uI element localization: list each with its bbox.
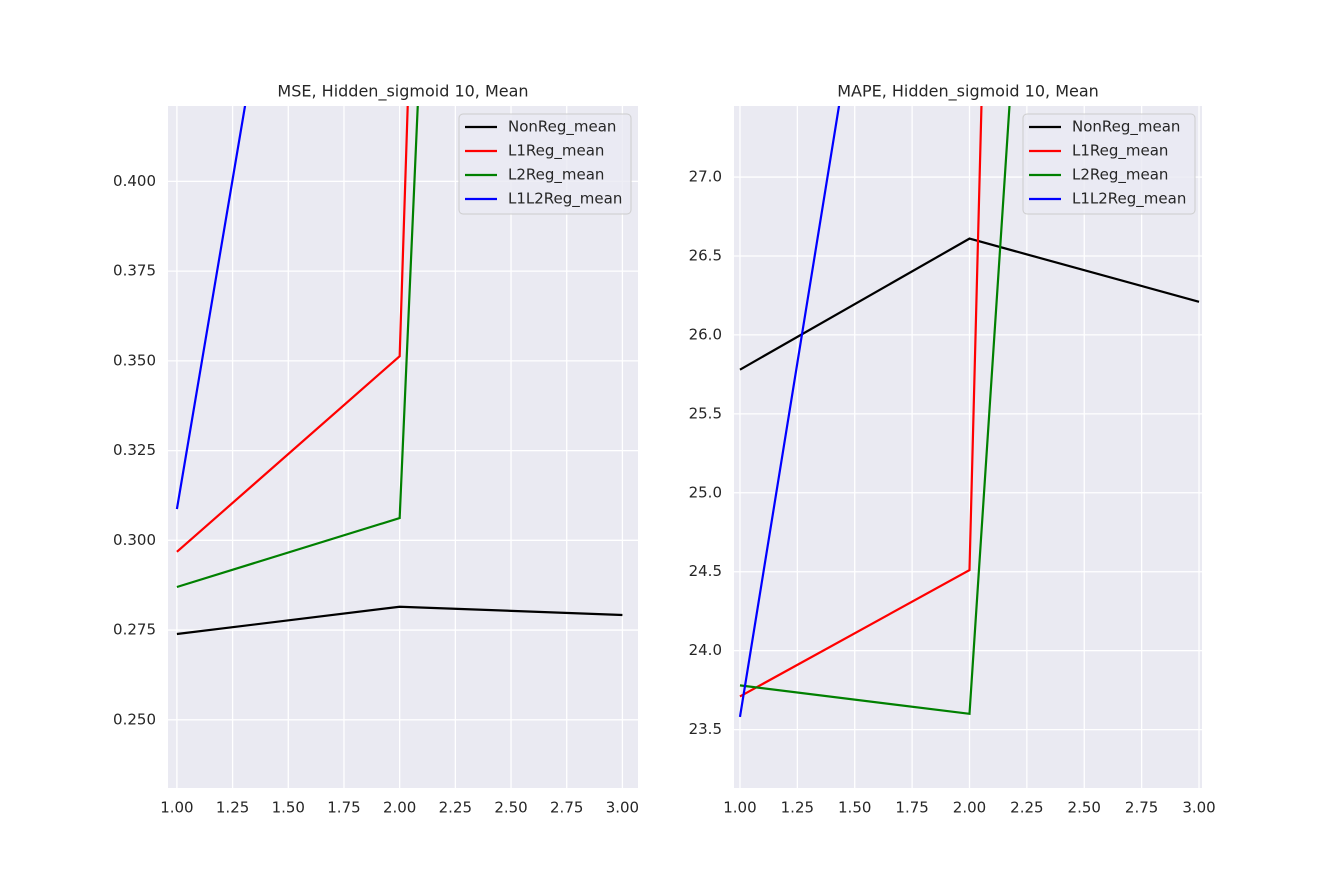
legend-label: NonReg_mean: [508, 118, 616, 137]
subplot: MSE, Hidden_sigmoid 10, Mean 1.00 1.25 1.50…: [113, 82, 639, 817]
y-tick-label: 0.350: [113, 351, 156, 369]
line-series: [176, 106, 409, 553]
x-tick-label: 2.00: [383, 799, 416, 817]
legend: NonReg_mean L1Reg_mean L2Reg_mean L1L2Reg_m…: [458, 113, 632, 215]
y-tick-label: 24.0: [689, 641, 722, 659]
line-series: [739, 237, 1200, 371]
x-tick-label: 3.00: [1182, 799, 1215, 817]
x-tick-label: 1.50: [272, 799, 305, 817]
y-tick-label: 26.5: [689, 246, 722, 264]
chart-title: MSE, Hidden_sigmoid 10, Mean: [277, 82, 528, 102]
x-tick-label: 2.25: [439, 799, 472, 817]
y-tick-label: 0.250: [113, 710, 156, 728]
legend-label: L1L2Reg_mean: [1072, 190, 1186, 209]
legend-label: L2Reg_mean: [1072, 166, 1168, 185]
y-tick-label: 23.5: [689, 720, 722, 738]
legend-label: L2Reg_mean: [508, 166, 604, 185]
y-tick-label: 0.400: [113, 172, 156, 190]
line-series: [738, 106, 841, 718]
x-tick-label: 1.25: [781, 799, 814, 817]
lines: [175, 106, 623, 636]
y-tick-label: 26.0: [689, 325, 722, 343]
legend-label: L1Reg_mean: [508, 142, 604, 161]
y-tick-label: 0.275: [113, 621, 156, 639]
legend-label: NonReg_mean: [1072, 118, 1180, 137]
lines: [738, 106, 1200, 718]
x-tick-label: 3.00: [606, 799, 639, 817]
legend-box: [1022, 113, 1196, 215]
y-tick-label: 0.375: [113, 262, 156, 280]
chart-title: MAPE, Hidden_sigmoid 10, Mean: [837, 82, 1099, 102]
x-tick-label: 2.50: [494, 799, 527, 817]
legend: NonReg_mean L1Reg_mean L2Reg_mean L1L2Reg_m…: [1022, 113, 1196, 215]
y-tick-label: 25.5: [689, 404, 722, 422]
x-tick-label: 1.25: [216, 799, 249, 817]
x-tick-label: 2.50: [1068, 799, 1101, 817]
plot-area: [734, 106, 1202, 788]
x-tick-label: 1.50: [838, 799, 871, 817]
x-tick-label: 1.75: [327, 799, 360, 817]
line-series: [739, 106, 1011, 716]
line-series: [176, 605, 623, 636]
y-tick-label: 0.325: [113, 441, 156, 459]
legend-label: L1Reg_mean: [1072, 142, 1168, 161]
y-tick-label: 25.0: [689, 483, 722, 501]
x-tick-label: 2.25: [1010, 799, 1043, 817]
y-tick-label: 27.0: [689, 168, 722, 186]
legend-box: [458, 113, 632, 215]
line-series: [176, 106, 419, 589]
subplot: MAPE, Hidden_sigmoid 10, Mean 1.00 1.25 1.5…: [689, 82, 1216, 817]
line-series: [739, 106, 983, 698]
x-tick-label: 2.00: [953, 799, 986, 817]
y-tick-label: 24.5: [689, 562, 722, 580]
x-tick-label: 1.00: [160, 799, 193, 817]
x-tick-label: 1.75: [895, 799, 928, 817]
x-tick-label: 2.75: [1125, 799, 1158, 817]
x-tick-label: 1.00: [723, 799, 756, 817]
y-tick-label: 0.300: [113, 531, 156, 549]
x-tick-label: 2.75: [550, 799, 583, 817]
legend-label: L1L2Reg_mean: [508, 190, 622, 209]
